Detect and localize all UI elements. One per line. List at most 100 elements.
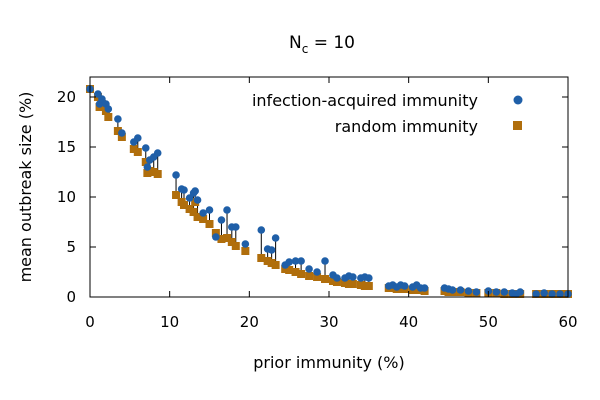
data-point-infection [400, 282, 409, 290]
data-point-infection [548, 290, 556, 298]
data-point-infection [212, 233, 220, 241]
x-axis-ticks: 0 10 20 30 40 50 60 [85, 77, 578, 331]
data-point-infection [472, 288, 481, 296]
x-tick-label: 10 [160, 313, 179, 331]
data-point-infection [231, 223, 240, 231]
y-axis-label: mean outbreak size (%) [16, 92, 35, 283]
data-point-infection [333, 274, 341, 282]
data-point-infection [321, 257, 329, 265]
legend-label-infection: infection-acquired immunity [252, 91, 478, 110]
data-point-infection [257, 226, 266, 234]
data-point-infection [241, 240, 250, 248]
data-point-random [104, 113, 113, 121]
data-point-random [305, 272, 314, 280]
data-point-random [291, 268, 300, 276]
chart-title-base: N [289, 33, 302, 53]
data-point-infection [540, 289, 548, 297]
data-point-infection [271, 234, 280, 242]
data-point-random [211, 229, 220, 237]
data-point-infection [191, 187, 199, 195]
legend-label-random: random immunity [335, 117, 478, 136]
data-point-infection [365, 274, 373, 282]
chart-title-subscript: c [302, 42, 309, 56]
plot-area [86, 85, 572, 298]
y-tick-label: 5 [66, 238, 76, 256]
plot-frame [89, 76, 569, 298]
data-point-infection [500, 288, 509, 296]
data-point-infection [134, 134, 142, 142]
data-point-infection [291, 257, 300, 265]
data-point-random [223, 234, 232, 242]
x-tick-label: 50 [479, 313, 498, 331]
chart-title: Nc = 10 [289, 33, 355, 56]
x-axis-label: prior immunity (%) [253, 353, 405, 372]
data-point-random [113, 127, 122, 135]
data-point-random [364, 282, 373, 290]
data-point-random [321, 275, 330, 283]
legend-marker-circle [513, 95, 523, 105]
data-point-random [205, 220, 214, 228]
data-point-random [133, 148, 142, 156]
data-point-infection [267, 246, 276, 254]
data-point-random [141, 158, 150, 166]
data-point-infection [114, 115, 122, 123]
data-point-infection [516, 288, 524, 296]
data-point-infection [141, 144, 150, 152]
x-tick-label: 60 [558, 313, 577, 331]
x-tick-label: 30 [319, 313, 338, 331]
data-point-infection [118, 129, 126, 137]
data-point-infection [556, 290, 564, 298]
data-point-infection [285, 258, 293, 266]
data-point-infection [448, 286, 457, 294]
x-tick-label: 0 [85, 313, 95, 331]
data-point-random [332, 278, 341, 286]
series-random [86, 85, 572, 298]
data-point-infection [143, 163, 152, 171]
data-point-random [271, 261, 280, 269]
data-point-infection [349, 273, 357, 281]
data-point-infection [492, 288, 501, 296]
legend-marker-square [513, 121, 522, 130]
data-point-infection [532, 290, 540, 298]
data-point-infection [199, 209, 207, 217]
data-point-random [313, 273, 322, 281]
series-infection-acquired [86, 85, 572, 298]
series-layer [86, 85, 572, 298]
data-point-random [241, 247, 250, 255]
data-point-infection [217, 216, 226, 224]
connector-layer [97, 94, 545, 294]
data-point-infection [193, 196, 202, 204]
data-point-infection [305, 265, 313, 273]
data-point-random [189, 208, 198, 216]
data-point-random [199, 215, 208, 223]
data-point-infection [153, 149, 162, 157]
x-tick-label: 20 [240, 313, 259, 331]
data-point-random [231, 242, 240, 250]
data-point-random [285, 266, 294, 274]
data-point-random [257, 254, 266, 262]
y-tick-label: 10 [57, 188, 76, 206]
data-point-random [348, 280, 357, 288]
y-axis-ticks: 0 5 10 15 20 [57, 88, 568, 306]
x-tick-label: 40 [399, 313, 418, 331]
chart-title-suffix: = 10 [308, 33, 355, 53]
data-point-random [180, 201, 189, 209]
data-point-infection [205, 206, 214, 214]
data-point-infection [104, 105, 113, 113]
data-point-random [117, 133, 126, 141]
legend: infection-acquired immunity random immun… [252, 91, 523, 136]
data-point-random [172, 191, 181, 199]
data-point-infection [420, 284, 429, 292]
y-tick-label: 0 [66, 288, 76, 306]
data-point-infection [180, 186, 188, 194]
data-point-random [217, 235, 226, 243]
data-point-infection [172, 171, 180, 179]
data-point-random [153, 170, 162, 178]
data-point-random [297, 270, 306, 278]
data-point-infection [313, 268, 321, 276]
data-point-infection [456, 286, 465, 294]
data-point-infection [223, 206, 231, 214]
data-point-random [193, 213, 202, 221]
data-point-infection [464, 287, 473, 295]
